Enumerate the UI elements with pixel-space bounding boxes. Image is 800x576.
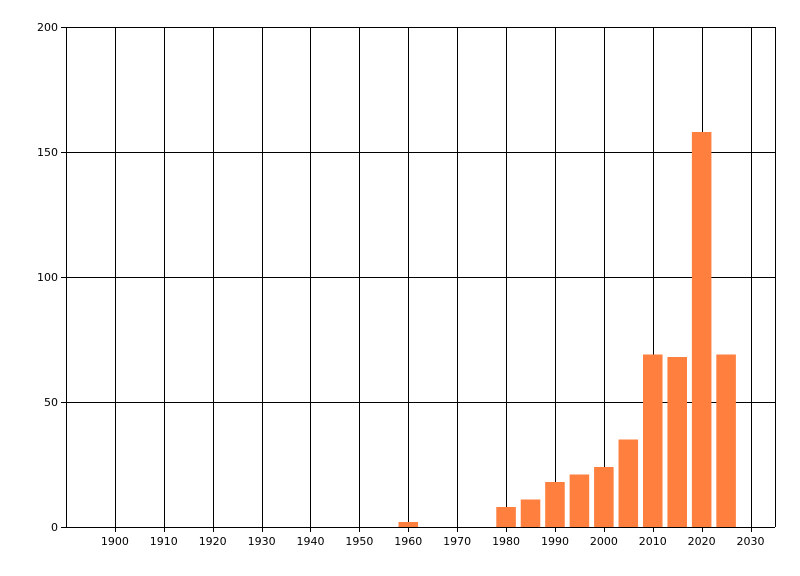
bar <box>716 354 736 527</box>
bar <box>642 354 663 527</box>
bar <box>594 467 614 527</box>
bar <box>545 482 565 527</box>
bar <box>398 522 419 527</box>
x-tick-label: 1900 <box>101 535 129 548</box>
bar <box>496 507 516 527</box>
bar <box>667 357 687 527</box>
y-tick-label: 150 <box>37 146 58 159</box>
x-tick-label: 1980 <box>492 535 520 548</box>
y-tick-label: 100 <box>37 271 58 284</box>
x-tick-label: 1960 <box>394 535 422 548</box>
bar <box>618 439 639 527</box>
x-tick-label: 2000 <box>590 535 618 548</box>
y-tick-label: 0 <box>51 521 58 534</box>
x-tick-label: 2020 <box>688 535 716 548</box>
bar <box>520 499 541 527</box>
bar <box>569 474 590 527</box>
x-tick-label: 1920 <box>199 535 227 548</box>
x-tick-label: 1930 <box>248 535 276 548</box>
y-tick-label: 50 <box>44 396 58 409</box>
tick-labels: 1900 1910 1920 1930 1940 1950 1960 1970 1980 1990… <box>37 21 765 548</box>
x-tick-label: 1940 <box>296 535 324 548</box>
x-tick-label: 1990 <box>541 535 569 548</box>
x-tick-label: 2030 <box>737 535 765 548</box>
y-tick-label: 200 <box>37 21 58 34</box>
bar <box>691 132 712 527</box>
bars <box>398 132 736 527</box>
axes <box>66 27 775 528</box>
x-tick-label: 1950 <box>345 535 373 548</box>
x-tick-label: 1970 <box>443 535 471 548</box>
x-tick-label: 2010 <box>639 535 667 548</box>
x-tick-label: 1910 <box>150 535 178 548</box>
